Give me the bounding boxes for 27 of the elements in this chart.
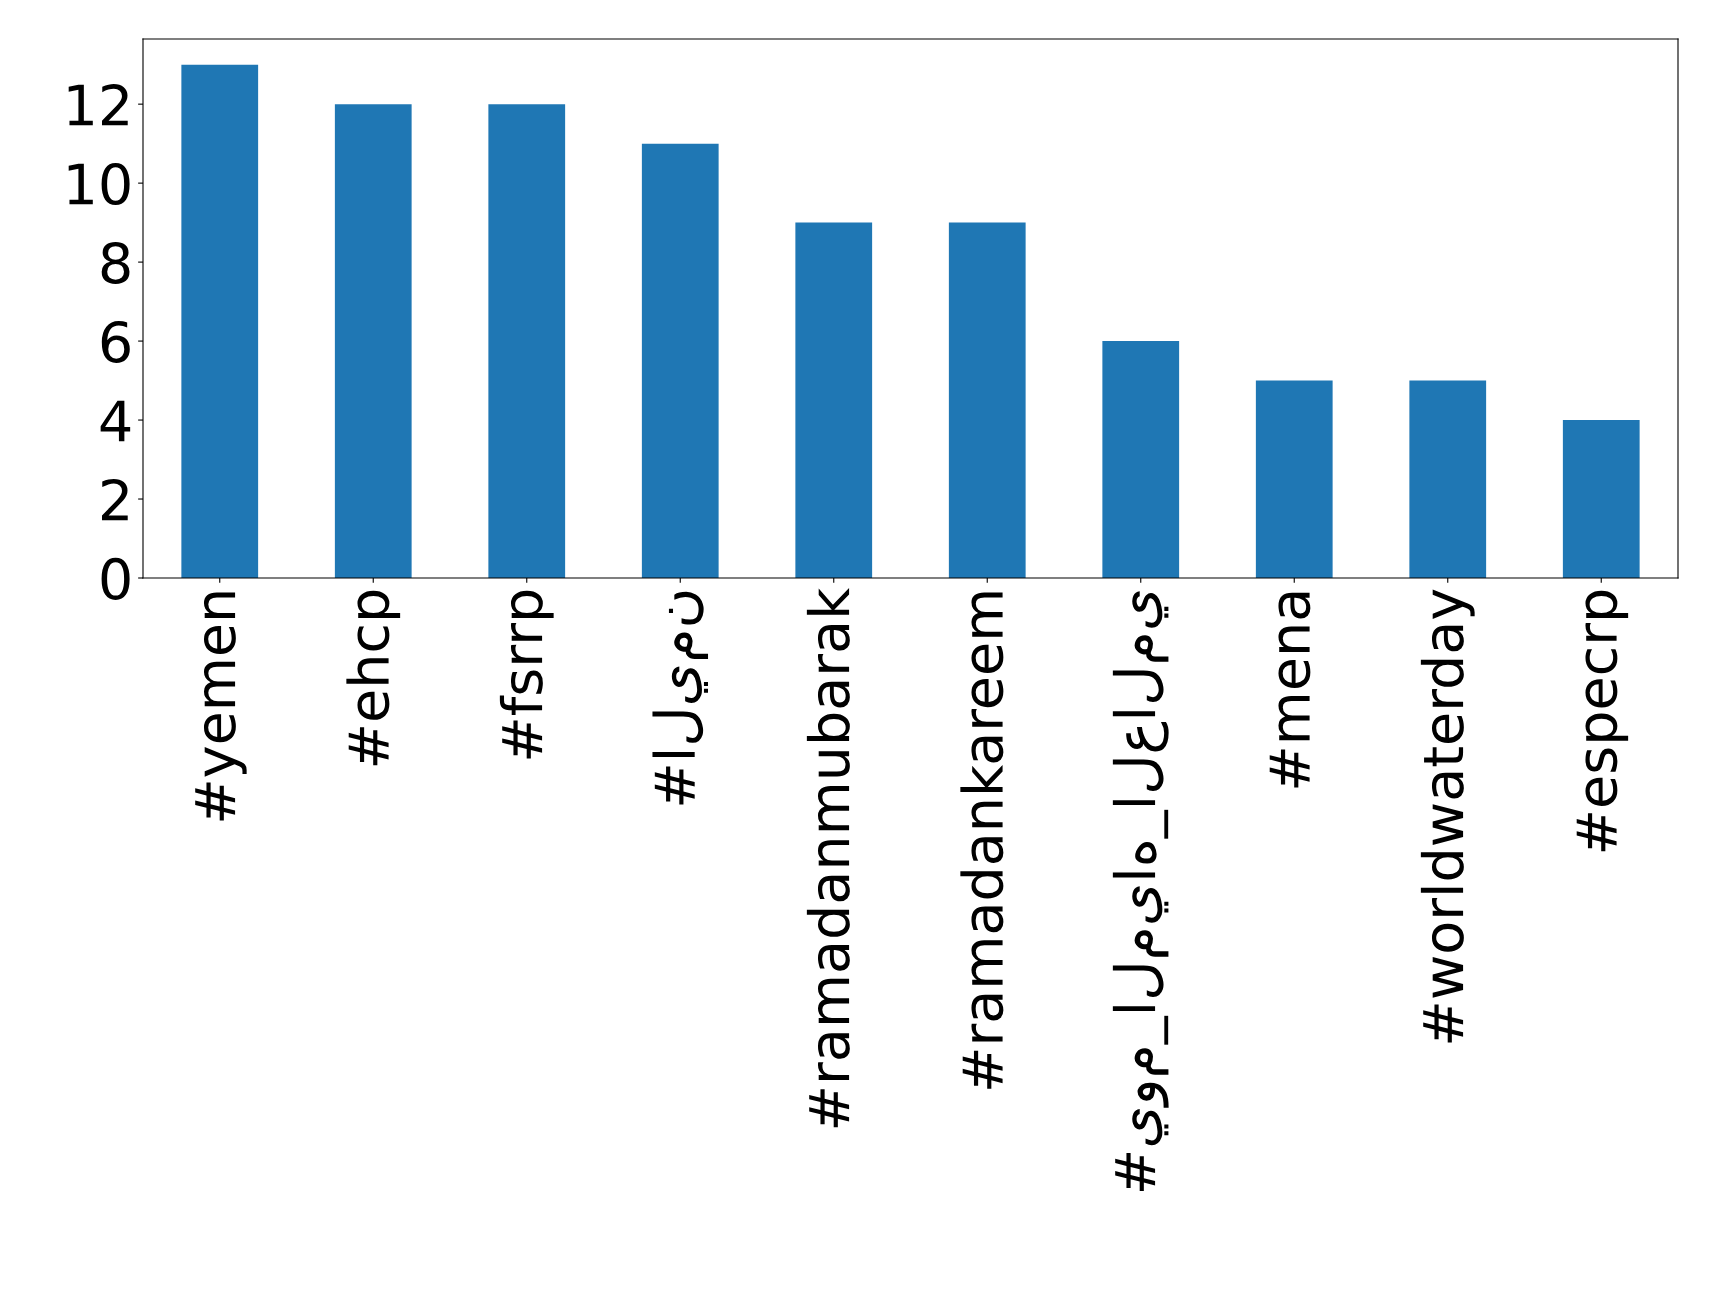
bar: [181, 64, 259, 578]
x-tick-label: #يوم_المياه_العالمي: [1112, 591, 1169, 1192]
bar: [488, 104, 566, 578]
bar: [641, 143, 719, 578]
x-tick-label: #yemen: [195, 592, 247, 821]
bar: [1255, 380, 1333, 578]
x-tick-label: #especrp: [1576, 590, 1629, 852]
y-tick-label: 12: [68, 84, 128, 126]
y-tick-label: 0: [101, 557, 130, 600]
bar: [948, 222, 1026, 578]
bar: [795, 222, 873, 578]
x-tick-label: #ramadanmubarak: [806, 587, 850, 1128]
x-tick-label: #اليمن: [652, 591, 709, 805]
bar: [1102, 341, 1180, 578]
x-tick-label: #ehcp: [346, 590, 401, 766]
y-tick-label: 2: [102, 478, 128, 521]
bar: [1409, 380, 1487, 578]
y-tick-label: 8: [101, 241, 130, 284]
x-tick-label: #fsrrp: [499, 590, 554, 759]
y-tick-label: 6: [101, 320, 130, 363]
bar: [1562, 420, 1640, 578]
bar: [334, 104, 412, 578]
y-tick-label: 4: [100, 400, 131, 442]
y-tick-label: 10: [68, 163, 130, 206]
x-tick-label: #worldwaterday: [1420, 589, 1475, 1043]
x-tick-label: #ramadankareem: [960, 592, 1004, 1089]
x-tick-label: #mena: [1269, 592, 1311, 788]
